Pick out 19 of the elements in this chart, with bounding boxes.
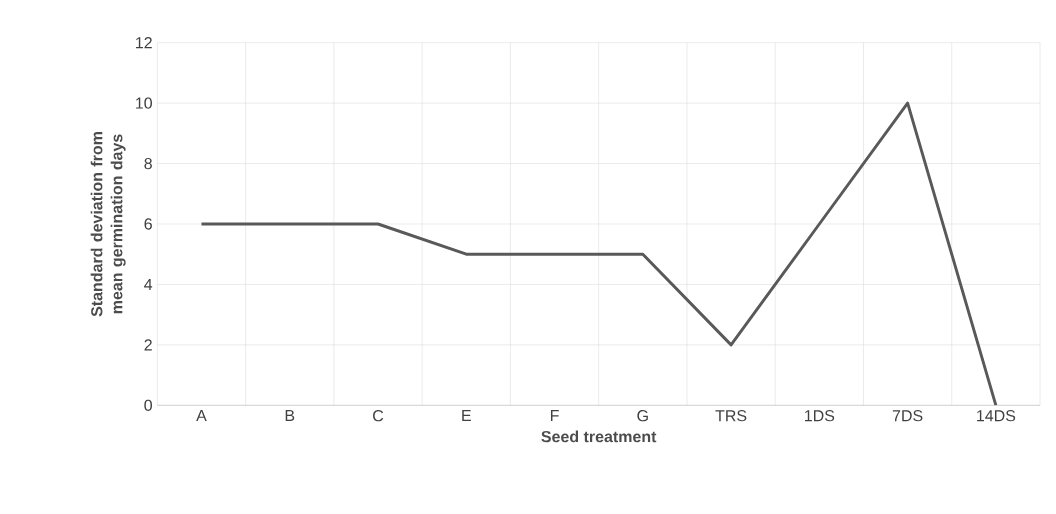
x-axis-title: Seed treatment [541,430,657,443]
y-tick-label: 12 [136,37,152,49]
y-tick-label: 6 [144,218,152,230]
x-tick-label: 1DS [805,410,835,422]
x-tick-label: 7DS [892,410,923,422]
x-tick-label: F [550,410,559,422]
y-tick-label: 0 [144,399,153,411]
x-tick-label: B [285,410,295,422]
y-tick-label: 10 [136,97,152,109]
x-tick-label: C [373,410,384,422]
x-tick-label: TRS [715,410,747,422]
x-tick-label: E [462,410,471,422]
y-axis-title: Standard deviation from mean germination days [90,132,126,317]
x-tick-label: G [637,410,648,422]
y-tick-label: 4 [144,278,153,290]
y-tick-label: 8 [144,157,152,170]
x-tick-label: A [196,410,207,422]
y-tick-label: 2 [144,339,152,351]
x-tick-label: 14DS [977,410,1016,422]
